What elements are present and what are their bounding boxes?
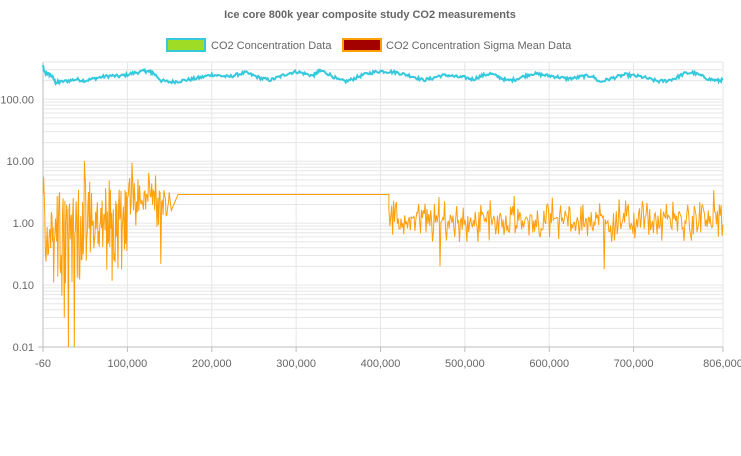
x-tick-label: -60 — [35, 358, 51, 370]
legend-item-co2-sigma[interactable]: CO2 Concentration Sigma Mean Data — [342, 38, 572, 52]
legend-item-co2-concentration[interactable]: CO2 Concentration Data — [166, 38, 332, 52]
legend-swatch-co2-sigma — [342, 38, 382, 52]
y-tick-label: 0.01 — [13, 342, 34, 354]
x-tick-label: 400,000 — [361, 358, 401, 370]
chart-title: Ice core 800k year composite study CO2 m… — [224, 9, 516, 21]
grid — [38, 61, 724, 352]
x-tick-label: 500,000 — [445, 358, 485, 370]
y-tick-label: 0.10 — [13, 280, 34, 292]
series-co2-sigma-line — [42, 161, 724, 348]
y-axis: 0.01 0.10 1.00 10.00 100.00 — [0, 94, 34, 354]
x-tick-label: 300,000 — [276, 358, 316, 370]
series-co2-concentration-line — [42, 65, 724, 86]
y-tick-label: 10.00 — [6, 156, 34, 168]
x-tick-label: 100,000 — [108, 358, 148, 370]
plot-area — [42, 65, 724, 348]
x-axis: -60 100,000 200,000 300,000 400,000 500,000 60… — [35, 347, 741, 370]
y-tick-label: 1.00 — [13, 218, 34, 230]
x-tick-label: 806,000 — [703, 358, 741, 370]
x-tick-label: 600,000 — [529, 358, 569, 370]
legend-label-co2-sigma: CO2 Concentration Sigma Mean Data — [386, 40, 572, 52]
x-tick-label: 700,000 — [614, 358, 654, 370]
legend-swatch-co2-concentration — [166, 38, 206, 52]
x-tick-label: 200,000 — [192, 358, 232, 370]
legend: CO2 Concentration Data CO2 Concentration… — [166, 38, 572, 52]
y-tick-label: 100.00 — [0, 94, 34, 106]
legend-label-co2-concentration: CO2 Concentration Data — [211, 40, 332, 52]
